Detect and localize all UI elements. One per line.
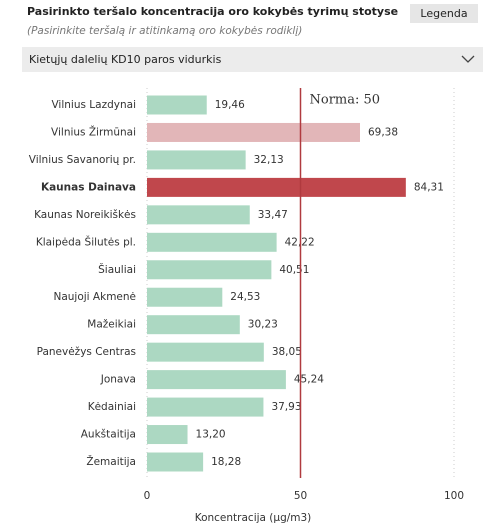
data-label: 37,93: [271, 401, 301, 413]
data-label: 40,51: [279, 264, 309, 276]
bar: [147, 122, 360, 142]
y-tick-label: Kaunas Noreikiškės: [34, 209, 136, 221]
bar: [147, 260, 272, 280]
subtitle: (Pasirinkite teršalą ir atitinkamą oro k…: [27, 25, 303, 37]
bar: [147, 95, 207, 115]
x-tick-label: 100: [444, 490, 464, 502]
y-tick-label: Šiauliai: [98, 263, 136, 276]
legend-button[interactable]: Legenda: [410, 4, 478, 23]
y-tick-label: Aukštaitija: [81, 429, 136, 441]
bar: [147, 287, 223, 307]
data-label: 30,23: [248, 319, 278, 331]
x-tick-label: 0: [144, 490, 151, 502]
bar: [147, 342, 264, 362]
y-tick-label: Vilnius Savanorių pr.: [29, 154, 136, 166]
x-tick-label: 50: [294, 490, 307, 502]
data-label: 18,28: [211, 456, 241, 468]
title: Pasirinkto teršalo koncentracija oro kok…: [27, 5, 399, 18]
data-label: 84,31: [414, 181, 444, 193]
data-label: 45,24: [294, 374, 324, 386]
data-label: 24,53: [230, 291, 260, 303]
data-label: 32,13: [254, 154, 284, 166]
dropdown-text: Kietųjų dalelių KD10 paros vidurkis: [29, 53, 222, 66]
data-label: 38,05: [272, 346, 302, 358]
data-label: 13,20: [196, 429, 226, 441]
y-tick-label: Kaunas Dainava: [41, 181, 136, 193]
bar: [147, 315, 240, 335]
bar: [147, 232, 277, 252]
bar: [147, 452, 204, 472]
data-label: 33,47: [258, 209, 288, 221]
bar: [147, 425, 188, 445]
chevron: [461, 55, 475, 63]
y-tick-label: Kėdainiai: [88, 401, 136, 413]
reference-label: Norma: 50: [310, 93, 381, 108]
y-tick-label: Jonava: [100, 374, 136, 386]
bar: [147, 370, 286, 390]
bar: [147, 397, 264, 417]
data-label: 19,46: [215, 99, 245, 111]
data-label: 69,38: [368, 126, 398, 138]
dropdown[interactable]: Kietųjų dalelių KD10 paros vidurkis: [22, 47, 483, 72]
x-axis-title: Koncentracija (µg/m3): [195, 512, 312, 524]
y-tick-label: Klaipėda Šilutės pl.: [36, 235, 136, 248]
y-tick-label: Vilnius Lazdynai: [51, 99, 136, 111]
bar: [147, 177, 406, 197]
bar: [147, 150, 246, 170]
data-label: 42,22: [285, 236, 315, 248]
y-tick-label: Panevėžys Centras: [37, 346, 136, 358]
y-tick-label: Mažeikiai: [87, 319, 136, 331]
y-tick-label: Vilnius Žirmūnai: [51, 125, 136, 138]
y-tick-label: Naujoji Akmenė: [53, 291, 136, 303]
bar: [147, 205, 250, 225]
y-tick-label: Žemaitija: [86, 455, 136, 468]
